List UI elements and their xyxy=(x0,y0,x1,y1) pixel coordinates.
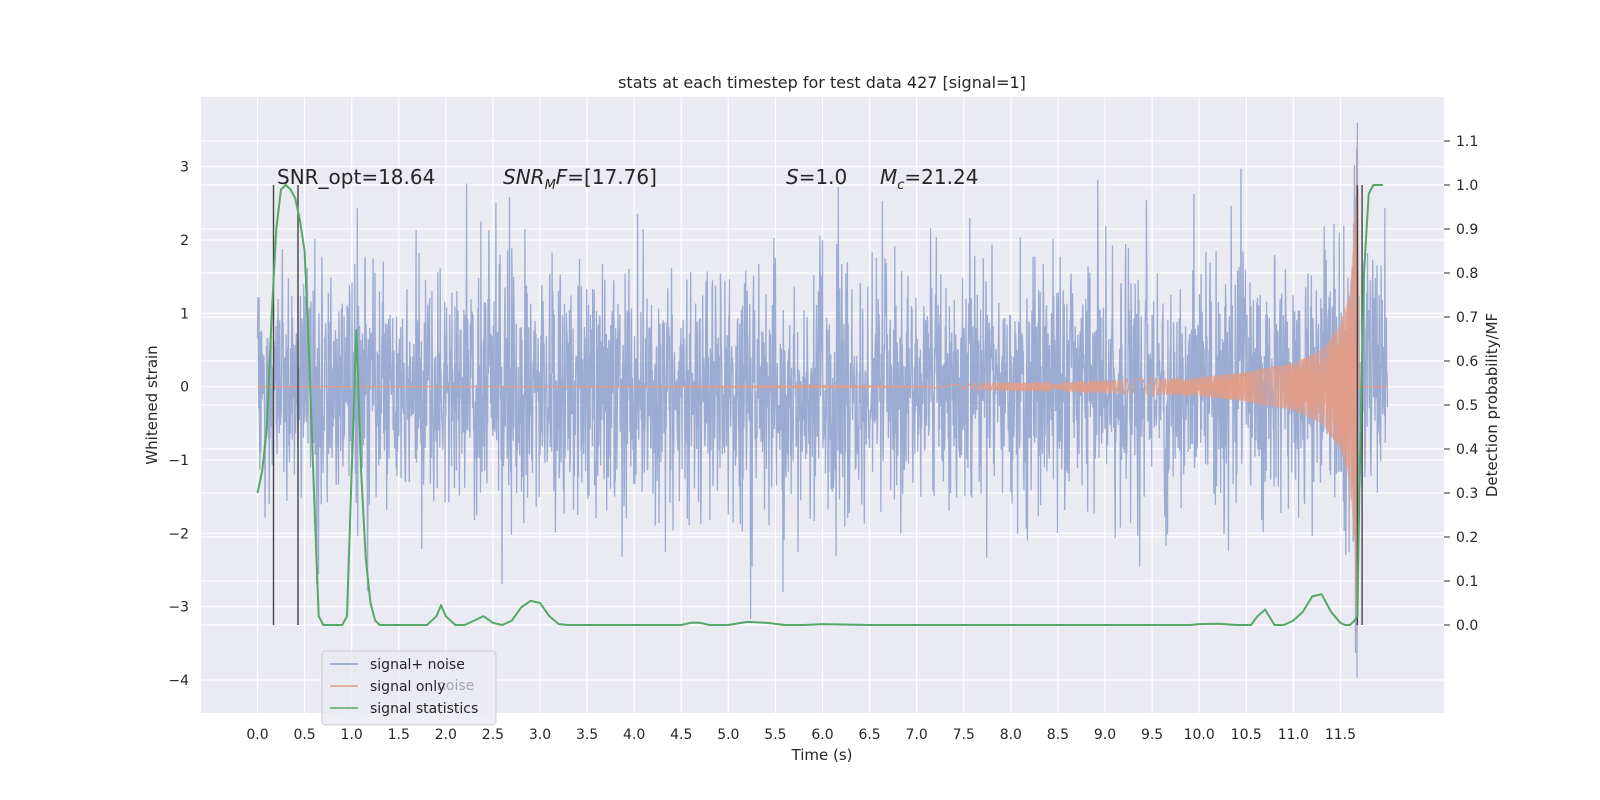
y-tick-label-5: 1 xyxy=(180,306,189,322)
y-tick-label-2: −2 xyxy=(168,526,189,542)
signal-statistics-line xyxy=(256,184,1383,626)
x-tick-label-22: 11.0 xyxy=(1278,727,1309,743)
legend-box xyxy=(321,650,497,726)
x-tick-label-20: 10.0 xyxy=(1184,727,1215,743)
x-tick-label-19: 9.5 xyxy=(1141,727,1163,743)
series-signal-only xyxy=(257,122,1388,651)
y2-tick-label-10: 1.0 xyxy=(1456,178,1478,194)
x-tick-label-18: 9.0 xyxy=(1094,727,1116,743)
x-tick-label-0: 0.0 xyxy=(246,727,268,743)
x-tick-label-12: 6.0 xyxy=(811,727,833,743)
y2-tick-label-4: 0.4 xyxy=(1456,442,1478,458)
x-tick-label-23: 11.5 xyxy=(1325,727,1356,743)
tick-labels: 0.0 0.5 1.0 1.5 2.0 2.5 3.0 3.5 4.0 4.5 5.0 5.5 6.0 6… xyxy=(168,134,1478,743)
x-tick-label-1: 0.5 xyxy=(293,727,315,743)
legend-label-signal-only: signal only xyxy=(370,679,445,695)
chart-title: stats at each timestep for test data 427… xyxy=(618,73,1026,92)
y2-tick-label-3: 0.3 xyxy=(1456,486,1478,502)
y2-tick-label-0: 0.0 xyxy=(1456,618,1478,634)
signal-only-envelope xyxy=(1199,122,1358,651)
legend-label-signal-statistics: signal statistics xyxy=(370,701,478,717)
x-tick-label-10: 5.0 xyxy=(717,727,739,743)
x-tick-label-5: 2.5 xyxy=(482,727,504,743)
x-tick-label-17: 8.5 xyxy=(1047,727,1069,743)
x-tick-label-7: 3.5 xyxy=(576,727,598,743)
x-tick-label-11: 5.5 xyxy=(764,727,786,743)
y-tick-label-6: 2 xyxy=(180,233,189,249)
x-tick-label-16: 8.0 xyxy=(1000,727,1022,743)
y-tick-label-7: 3 xyxy=(180,160,189,176)
x-axis-label: Time (s) xyxy=(791,746,853,764)
y2-axis-label: Detection probability/MF xyxy=(1483,313,1501,497)
x-tick-label-8: 4.0 xyxy=(623,727,645,743)
x-tick-label-4: 2.0 xyxy=(435,727,457,743)
y2-tick-label-7: 0.7 xyxy=(1456,310,1478,326)
x-tick-label-9: 4.5 xyxy=(670,727,692,743)
y2-tick-label-8: 0.8 xyxy=(1456,266,1478,282)
x-tick-label-2: 1.0 xyxy=(341,727,363,743)
y2-tick-label-2: 0.2 xyxy=(1456,530,1478,546)
annotation-mc-value: Mc=21.24 xyxy=(880,165,978,193)
y-axis-label: Whitened strain xyxy=(143,345,161,464)
y2-tick-label-9: 0.9 xyxy=(1456,222,1478,238)
legend: noise signal+ noise signal only signal s… xyxy=(321,650,497,726)
y-tick-label-3: −1 xyxy=(168,453,189,469)
x-tick-label-21: 10.5 xyxy=(1231,727,1262,743)
y-tick-label-4: 0 xyxy=(180,380,189,396)
x-tick-label-13: 6.5 xyxy=(858,727,880,743)
y-tick-label-1: −3 xyxy=(168,600,189,616)
annotation-snr-opt: SNR_opt=18.64 xyxy=(277,165,435,189)
legend-overlap-text: noise xyxy=(437,678,474,694)
y2-tick-label-11: 1.1 xyxy=(1456,134,1478,150)
annotation-s-value: S=1.0 xyxy=(786,165,847,189)
legend-label-signal-noise: signal+ noise xyxy=(370,657,465,673)
y2-tick-label-5: 0.5 xyxy=(1456,398,1478,414)
y-tick-label-0: −4 xyxy=(168,673,189,689)
series-signal-statistics xyxy=(256,184,1383,626)
annotation-snr-mf: SNRMF=[17.76] xyxy=(503,165,657,193)
x-tick-label-14: 7.0 xyxy=(906,727,928,743)
y2-tick-label-1: 0.1 xyxy=(1456,574,1478,590)
y2-tick-label-6: 0.6 xyxy=(1456,354,1478,370)
x-tick-label-15: 7.5 xyxy=(953,727,975,743)
x-tick-label-3: 1.5 xyxy=(388,727,410,743)
x-tick-label-6: 3.0 xyxy=(529,727,551,743)
